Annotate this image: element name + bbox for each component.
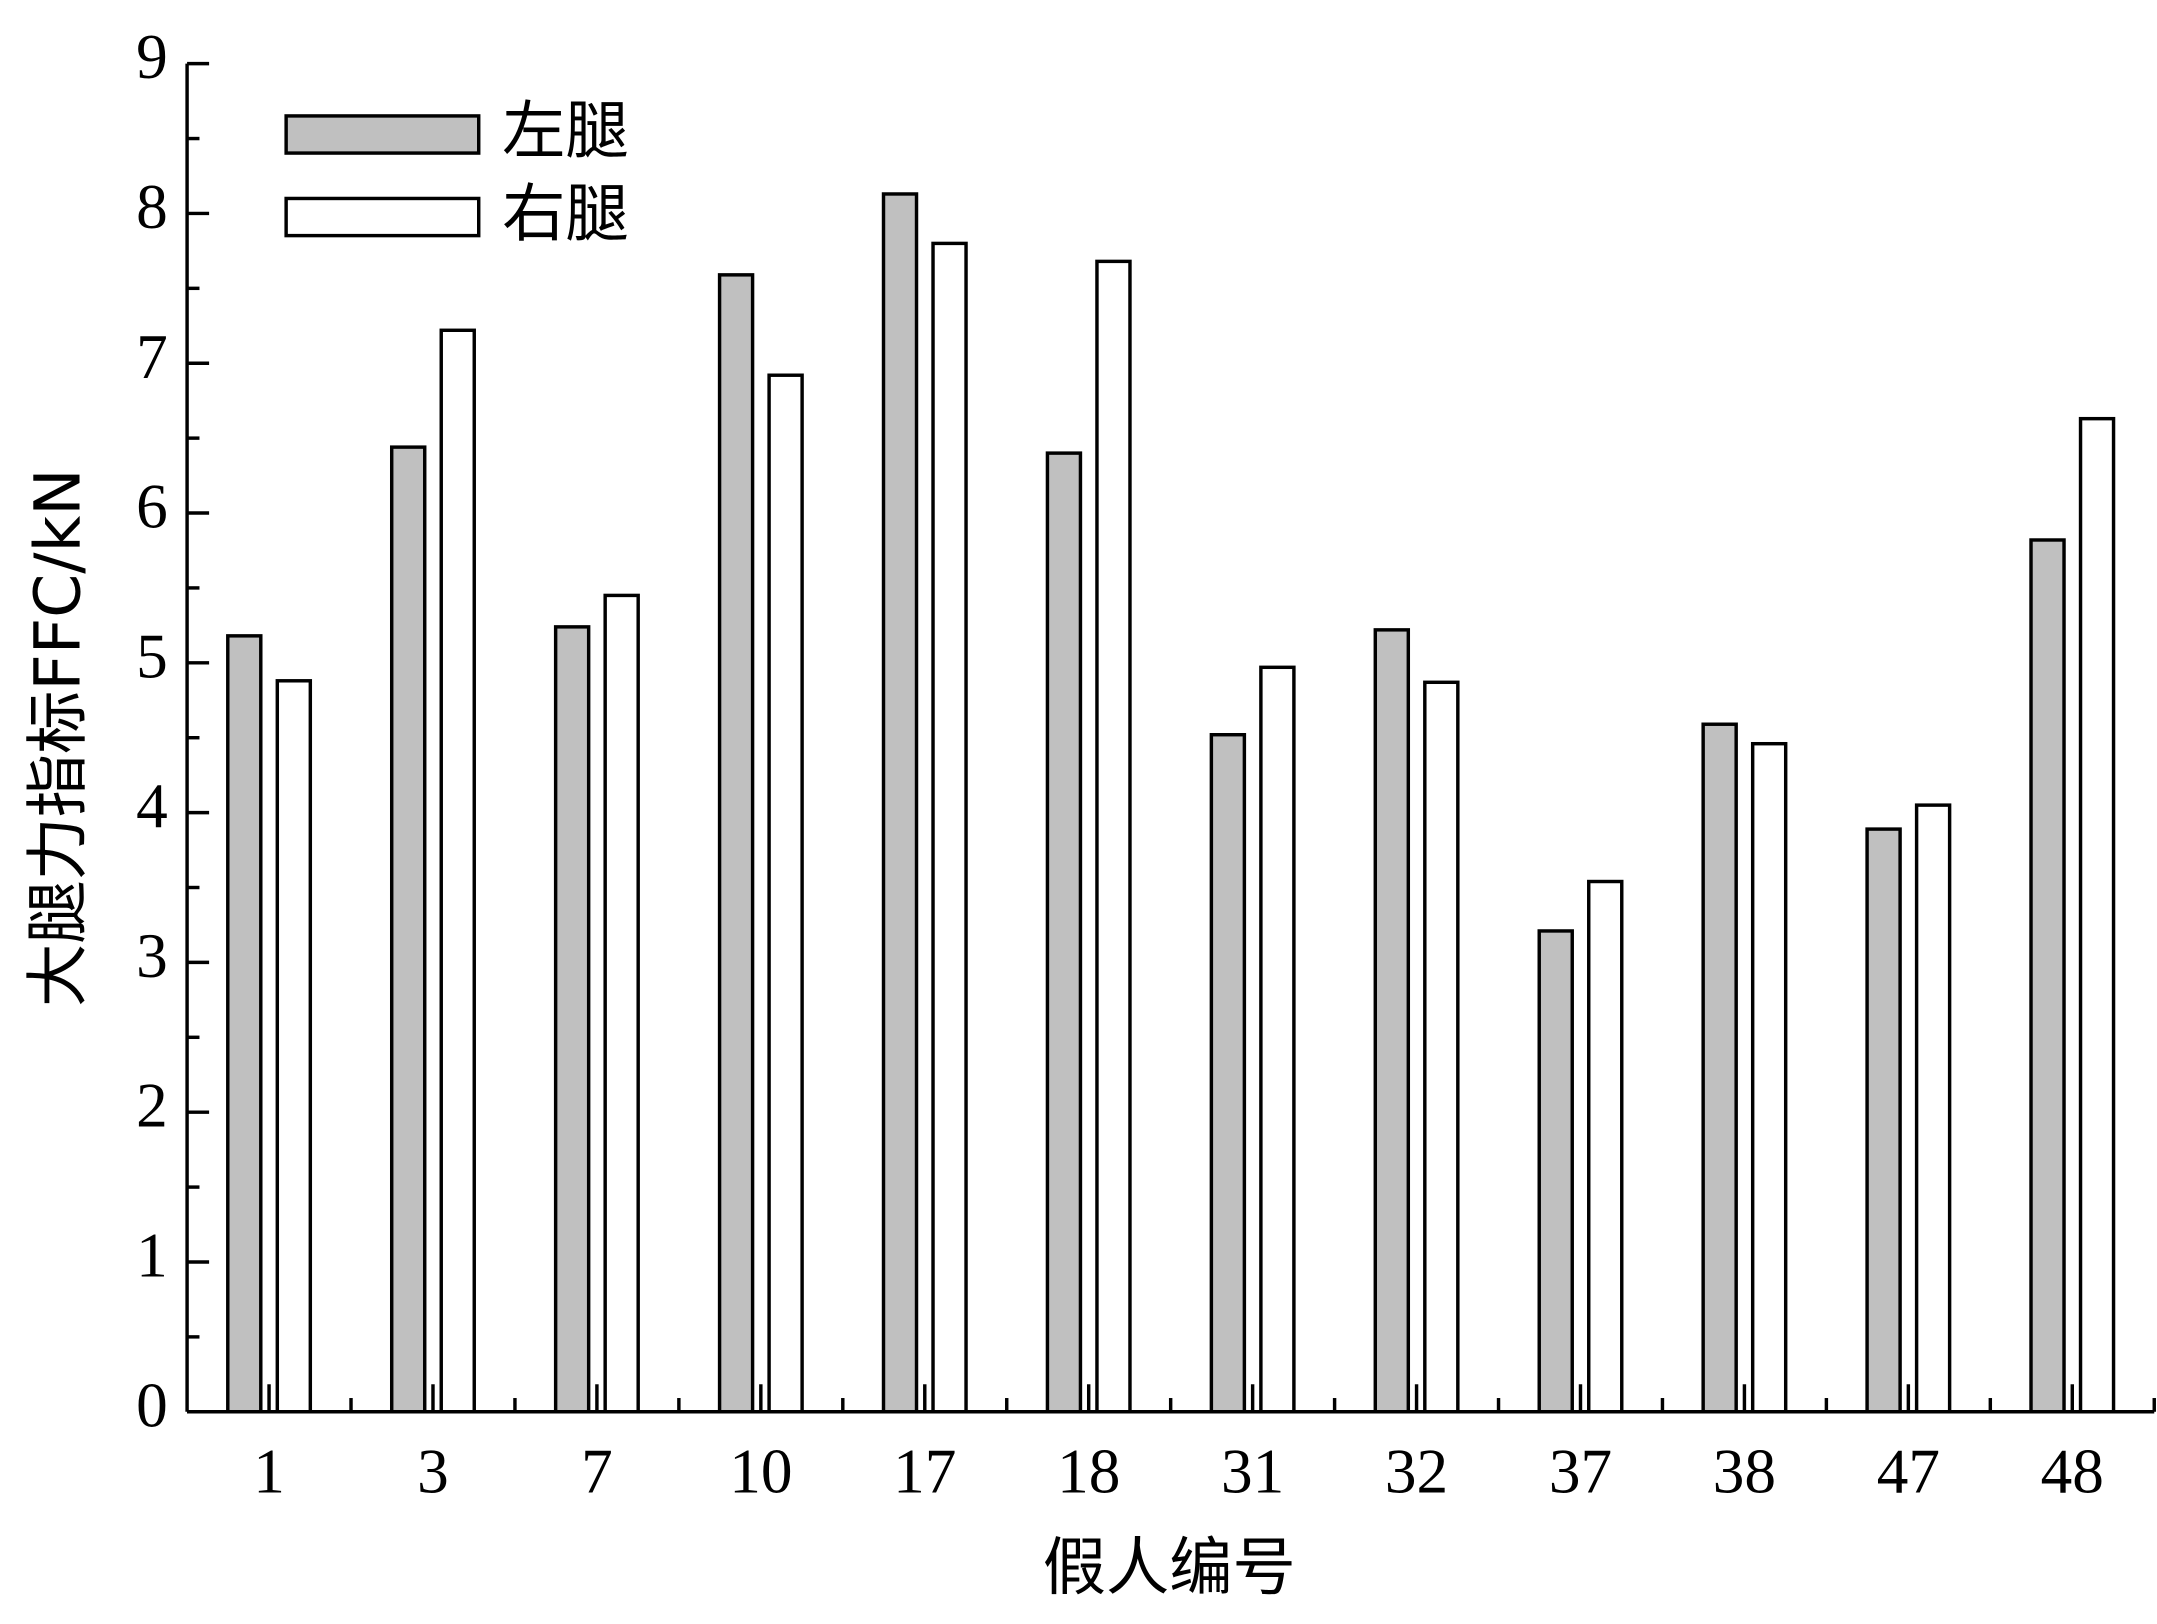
x-tick-label: 10 — [729, 1436, 792, 1506]
bar — [1750, 741, 1788, 1414]
bar — [1423, 680, 1460, 1414]
legend-swatch — [284, 114, 481, 155]
x-tick-label: 38 — [1713, 1436, 1776, 1506]
x-tick-label: 47 — [1877, 1436, 1940, 1506]
bar — [1587, 879, 1624, 1414]
bar — [1865, 827, 1902, 1414]
bar — [931, 241, 968, 1414]
y-tick-label: 9 — [136, 22, 168, 92]
legend-label: 右腿 — [502, 176, 629, 250]
x-tick-label: 31 — [1221, 1436, 1284, 1506]
bar — [767, 373, 804, 1414]
bar — [226, 634, 263, 1414]
bar — [439, 328, 476, 1414]
x-tick-label: 32 — [1385, 1436, 1448, 1506]
bar — [275, 679, 313, 1414]
x-tick-label: 3 — [417, 1436, 449, 1506]
bar — [553, 625, 591, 1414]
bar — [1209, 733, 1247, 1414]
bar — [1701, 722, 1738, 1414]
y-tick-label: 6 — [136, 472, 168, 542]
x-tick-label: 37 — [1549, 1436, 1612, 1506]
bar — [1045, 451, 1083, 1414]
y-tick-label: 5 — [136, 621, 168, 691]
bar — [1095, 259, 1132, 1414]
x-axis-label: 假人编号 — [1043, 1530, 1296, 1604]
y-tick-label: 0 — [136, 1370, 168, 1440]
y-tick-label: 2 — [136, 1071, 168, 1141]
bar — [2029, 538, 2066, 1414]
bar — [1914, 803, 1952, 1414]
bar — [881, 192, 919, 1414]
bar — [389, 445, 427, 1414]
x-tick-label: 18 — [1057, 1436, 1120, 1506]
legend-label: 左腿 — [502, 94, 629, 168]
y-tick-label: 8 — [136, 172, 168, 242]
bar — [717, 273, 755, 1414]
bar — [1537, 929, 1574, 1414]
x-tick-label: 48 — [2041, 1436, 2104, 1506]
y-tick-label: 1 — [136, 1221, 168, 1291]
legend-swatch — [284, 196, 481, 238]
bar — [2078, 416, 2116, 1414]
bar — [1259, 665, 1296, 1414]
y-axis-label: 大腿力指标FFC/kN — [20, 468, 94, 1007]
x-tick-label: 7 — [581, 1436, 613, 1506]
y-tick-label: 7 — [136, 322, 168, 392]
y-tick-label: 4 — [136, 771, 168, 841]
y-tick-label: 3 — [136, 921, 168, 991]
x-tick-label: 17 — [893, 1436, 956, 1506]
bar — [603, 593, 640, 1414]
x-tick-label: 1 — [253, 1436, 285, 1506]
bar — [1373, 628, 1411, 1414]
